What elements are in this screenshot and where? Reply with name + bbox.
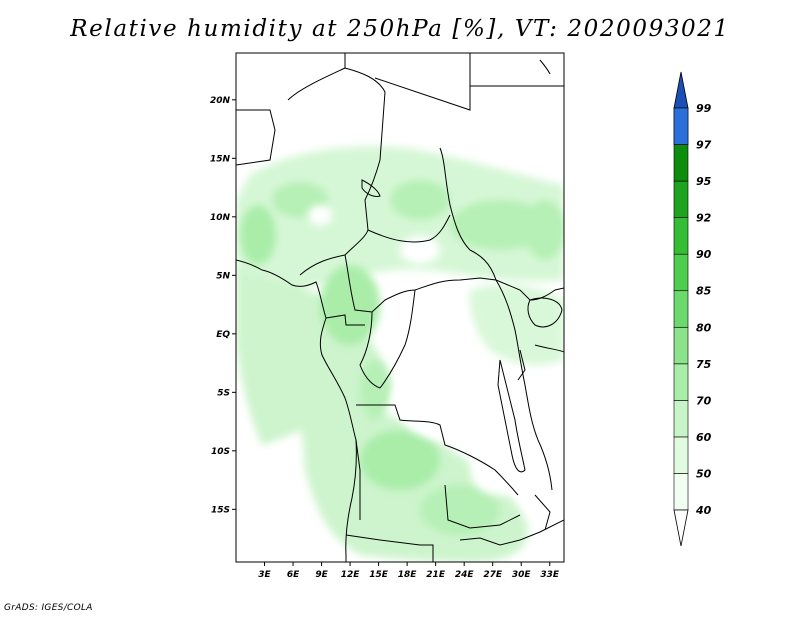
longitude-tick-label: 24E: [455, 570, 475, 580]
colorbar-segment: [673, 107, 689, 145]
colorbar-segment: [673, 217, 689, 255]
colorbar-segment: [673, 326, 689, 365]
dry-area: [395, 360, 495, 440]
colorbar-segment: [673, 400, 689, 438]
longitude-tick-label: 27E: [483, 570, 503, 580]
colorbar-label: 60: [696, 431, 712, 444]
colorbar-label: 90: [696, 248, 712, 261]
dry-area: [400, 236, 440, 264]
humidity-patch: [450, 200, 550, 250]
colorbar-top-triangle: [673, 71, 689, 109]
colorbar-segment: [673, 290, 689, 328]
humidity-area-north-band: [236, 146, 564, 291]
lake: [497, 359, 526, 473]
border: [325, 314, 365, 326]
border: [539, 59, 551, 75]
border: [444, 484, 521, 529]
map-frame: [235, 52, 565, 563]
latitude-tick-label: 10N: [210, 213, 231, 223]
grads-credit: GrADS: IGES/COLA: [4, 603, 93, 613]
lake: [527, 297, 563, 328]
lake: [361, 179, 381, 197]
humidity-area-east: [469, 284, 564, 366]
colorbar-segment: [673, 436, 689, 474]
colorbar-label: 50: [696, 467, 712, 480]
dry-area: [308, 205, 332, 225]
humidity-patch: [420, 485, 500, 535]
border: [355, 439, 361, 520]
longitude-tick-label: 30E: [512, 570, 532, 580]
border: [345, 534, 434, 562]
colorbar-label: 70: [696, 394, 712, 407]
longitude-tick-label: 15E: [369, 570, 389, 580]
latitude-tick-label: 20N: [210, 96, 231, 106]
colorbar-label: 92: [696, 212, 712, 225]
border: [236, 109, 276, 166]
lake: [534, 344, 564, 353]
chart-title: Relative humidity at 250hPa [%], VT: 202…: [70, 16, 730, 42]
latitude-tick-label: 15S: [211, 505, 230, 515]
colorbar-segment: [673, 144, 689, 182]
latitude-tick-label: EQ: [216, 330, 230, 340]
latitude-tick-label: 5N: [216, 271, 230, 281]
longitude-tick-label: 12E: [341, 570, 361, 580]
latitude-tick-label: 5S: [217, 388, 230, 398]
colorbar-label: 80: [696, 321, 712, 334]
coastline: [236, 259, 357, 562]
longitude-tick-label: 9E: [315, 570, 328, 580]
border: [359, 311, 381, 389]
border: [495, 279, 553, 491]
latitude-tick-label: 15N: [210, 154, 231, 164]
longitude-tick-label: 6E: [287, 570, 300, 580]
humidity-patch: [390, 180, 450, 220]
colorbar-label: 75: [696, 358, 712, 371]
latitude-tick-label: 10S: [211, 447, 230, 457]
dry-area: [470, 445, 530, 495]
latitude-axis: 20N 15N 10N 5N EQ 5S 10S 15S: [210, 96, 236, 515]
longitude-tick-label: 3E: [258, 570, 271, 580]
humidity-area-west-plume: [236, 270, 391, 445]
humidity-patch: [525, 200, 564, 260]
colorbar-label: 95: [696, 175, 712, 188]
longitude-tick-label: 18E: [398, 570, 418, 580]
coastlines-and-borders: [236, 53, 564, 562]
longitude-tick-label: 21E: [426, 570, 446, 580]
colorbar-label: 85: [696, 285, 712, 298]
border: [379, 289, 416, 389]
humidity-patch: [240, 205, 276, 265]
border: [374, 53, 471, 111]
humidity-patch: [360, 430, 440, 490]
border: [356, 404, 519, 496]
colorbar-label: 97: [696, 139, 712, 152]
colorbar-label: 99: [696, 102, 712, 115]
longitude-axis: 3E 6E 9E 12E 15E 18E 21E 24E 27E 30E 33E: [258, 562, 560, 580]
lake: [517, 349, 526, 381]
longitude-tick-label: 33E: [540, 570, 560, 580]
border: [367, 214, 451, 243]
colorbar-segment: [673, 473, 689, 511]
border: [414, 277, 497, 291]
colorbar-segment: [673, 253, 689, 292]
colorbar-label: 40: [695, 504, 712, 517]
lake: [534, 494, 551, 531]
colorbar-segment: [673, 180, 689, 218]
border: [459, 519, 564, 546]
colorbar-segment: [673, 363, 689, 401]
colorbar-bottom-triangle: [673, 509, 689, 547]
